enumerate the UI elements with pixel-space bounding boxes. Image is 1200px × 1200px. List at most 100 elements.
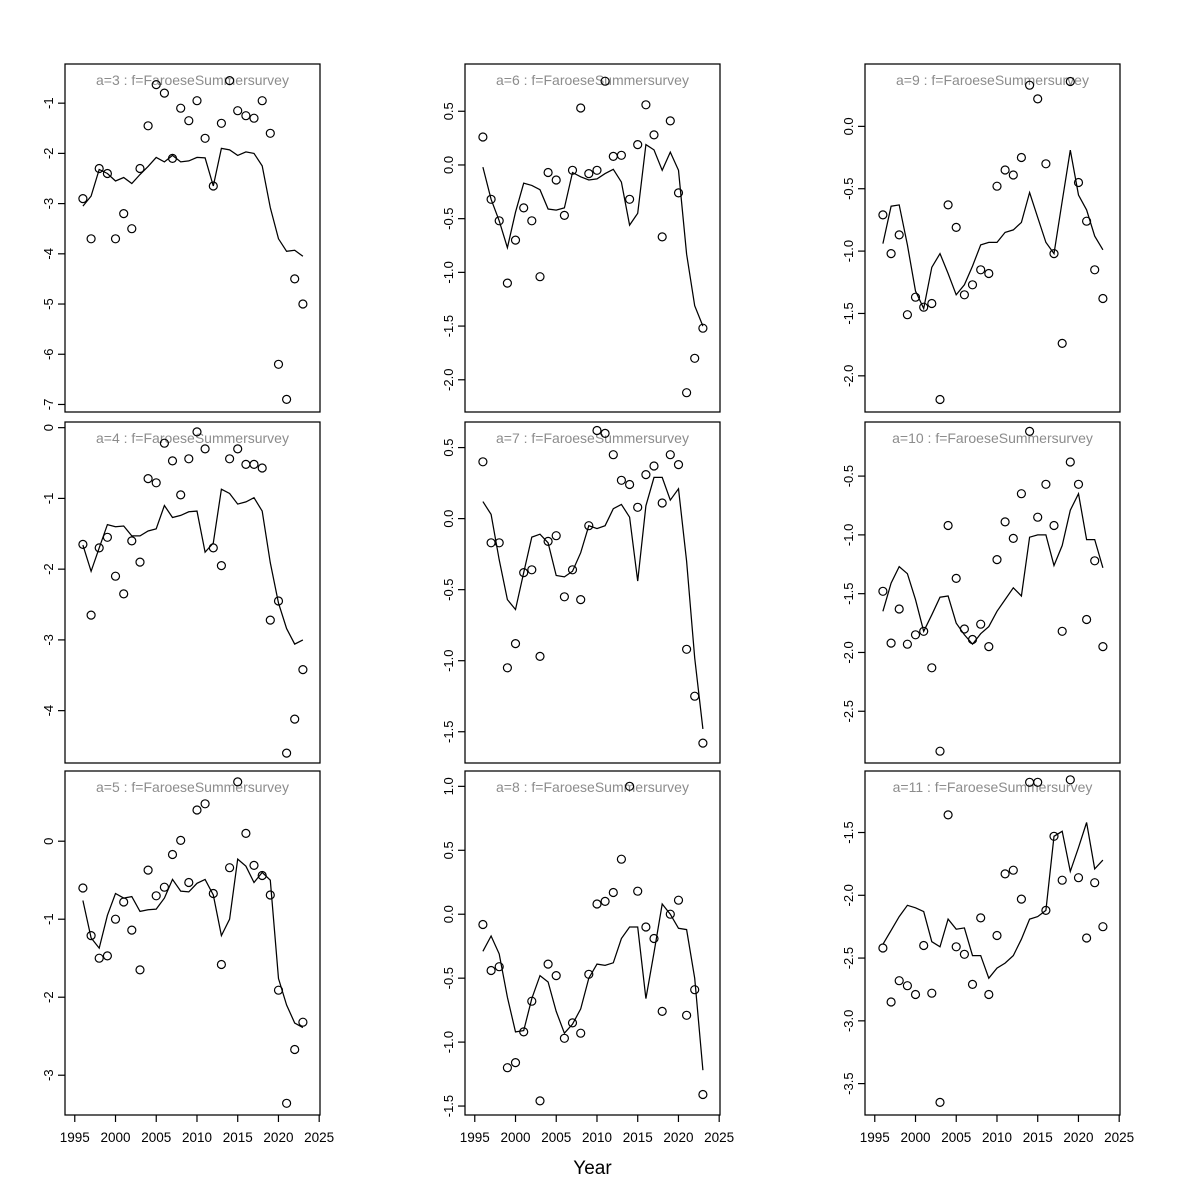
data-point bbox=[665, 450, 675, 460]
x-tick-label: 2025 bbox=[1104, 1130, 1134, 1145]
panel-title-a6: a=6 : f=FaroeseSummersurvey bbox=[496, 72, 689, 88]
data-point bbox=[494, 962, 504, 972]
panel-a10: a=10 : f=FaroeseSummersurvey -2.5 -2.0 -1.5… bbox=[841, 421, 1121, 764]
data-point bbox=[559, 210, 570, 220]
data-point bbox=[878, 586, 888, 596]
data-point bbox=[1049, 520, 1059, 531]
data-point bbox=[216, 560, 226, 571]
data-point bbox=[494, 538, 504, 548]
data-point bbox=[486, 538, 496, 548]
x-tick-label: 2020 bbox=[1063, 1130, 1093, 1145]
panel-title-a11: a=11 : f=FaroeseSummersurvey bbox=[893, 779, 1093, 795]
data-point bbox=[265, 128, 275, 138]
data-point bbox=[1000, 517, 1010, 527]
data-point bbox=[1041, 905, 1051, 916]
data-point bbox=[992, 554, 1002, 565]
data-point bbox=[502, 663, 512, 673]
data-point bbox=[527, 996, 537, 1006]
x-tick-label: 1995 bbox=[60, 1130, 90, 1145]
y-tick-label: -3 bbox=[41, 198, 56, 210]
data-point bbox=[1065, 76, 1075, 87]
x-tick-label: 2005 bbox=[141, 1130, 171, 1145]
panel-border bbox=[864, 421, 1121, 764]
y-tick-label: -1.5 bbox=[841, 302, 856, 324]
x-tick-label: 2000 bbox=[100, 1130, 130, 1145]
panel-a3: a=3 : f=FaroeseSummersurvey -7 -6 -5 -4 -3 -2 -… bbox=[41, 63, 321, 413]
data-point bbox=[902, 981, 913, 991]
data-point bbox=[1057, 875, 1067, 885]
x-tick-label: 2015 bbox=[223, 1130, 253, 1145]
x-tick-label: 2005 bbox=[541, 1130, 571, 1145]
data-point bbox=[886, 638, 896, 648]
data-point bbox=[690, 691, 700, 701]
data-point bbox=[127, 925, 137, 935]
y-tick-label: -2.5 bbox=[841, 700, 856, 722]
data-point bbox=[225, 75, 235, 86]
data-point bbox=[94, 953, 104, 963]
y-tick-label: -2.0 bbox=[841, 641, 856, 663]
data-point bbox=[167, 456, 178, 466]
data-point bbox=[478, 919, 488, 930]
data-point bbox=[200, 133, 210, 143]
y-tick-label: -4 bbox=[41, 248, 56, 260]
data-point bbox=[1057, 338, 1067, 348]
data-point bbox=[935, 746, 945, 756]
data-point bbox=[1090, 878, 1100, 888]
y-tick-label: -1 bbox=[41, 493, 56, 505]
data-point bbox=[1049, 831, 1059, 841]
data-point bbox=[624, 194, 635, 204]
data-point bbox=[567, 1018, 578, 1028]
x-tick-label: 2025 bbox=[704, 1130, 734, 1145]
data-point bbox=[282, 748, 292, 758]
data-point bbox=[208, 181, 218, 191]
data-point bbox=[257, 463, 267, 473]
data-point bbox=[1098, 641, 1108, 652]
y-tick-label: -1 bbox=[41, 97, 56, 109]
panel-a11: a=11 : f=FaroeseSummersurvey -3.5 -3.0 -2.5… bbox=[841, 770, 1134, 1145]
data-point bbox=[225, 454, 235, 464]
data-point bbox=[290, 714, 300, 724]
data-point bbox=[967, 634, 978, 645]
data-point bbox=[86, 610, 96, 620]
y-tick-label: -1.0 bbox=[441, 1031, 456, 1053]
data-point bbox=[1033, 777, 1043, 787]
data-point bbox=[176, 103, 186, 113]
panel-a7: a=7 : f=FaroeseSummersurvey -1.5 -1.0 -0.5 0… bbox=[441, 421, 721, 764]
data-point bbox=[1033, 512, 1043, 522]
data-point bbox=[1024, 80, 1035, 90]
data-point bbox=[976, 265, 986, 275]
x-tick-label: 2020 bbox=[263, 1130, 293, 1145]
data-point bbox=[249, 459, 259, 469]
data-point bbox=[143, 474, 153, 484]
y-tick-label: -2.0 bbox=[841, 884, 856, 906]
panel-border bbox=[864, 770, 1121, 1116]
data-point bbox=[1081, 216, 1092, 226]
data-point bbox=[910, 989, 921, 1000]
y-tick-label: -1.5 bbox=[441, 721, 456, 743]
data-point bbox=[681, 388, 692, 398]
y-tick-label: 0 bbox=[41, 424, 56, 431]
data-point bbox=[494, 216, 504, 226]
data-point bbox=[200, 444, 210, 454]
y-tick-label: -1.5 bbox=[841, 821, 856, 843]
x-tick-label: 2005 bbox=[941, 1130, 971, 1145]
data-point bbox=[657, 1006, 667, 1017]
data-point bbox=[559, 1033, 570, 1043]
data-point bbox=[894, 976, 904, 986]
data-point bbox=[290, 274, 300, 284]
y-tick-label: 0.5 bbox=[441, 439, 456, 457]
data-point bbox=[698, 738, 708, 748]
fit-line bbox=[82, 488, 304, 645]
panel-title-a3: a=3 : f=FaroeseSummersurvey bbox=[96, 72, 289, 88]
x-tick-label: 2015 bbox=[623, 1130, 653, 1145]
data-point bbox=[143, 865, 153, 875]
data-point bbox=[519, 203, 529, 213]
panel-border bbox=[464, 421, 721, 764]
data-point bbox=[502, 1063, 512, 1073]
x-tick-label: 2025 bbox=[304, 1130, 334, 1145]
panel-a9: a=9 : f=FaroeseSummersurvey -2.0 -1.5 -1.0 -… bbox=[841, 63, 1121, 413]
data-point bbox=[976, 913, 986, 923]
y-tick-label: 0.5 bbox=[441, 102, 456, 120]
data-point bbox=[290, 1044, 300, 1055]
data-point bbox=[241, 111, 251, 121]
